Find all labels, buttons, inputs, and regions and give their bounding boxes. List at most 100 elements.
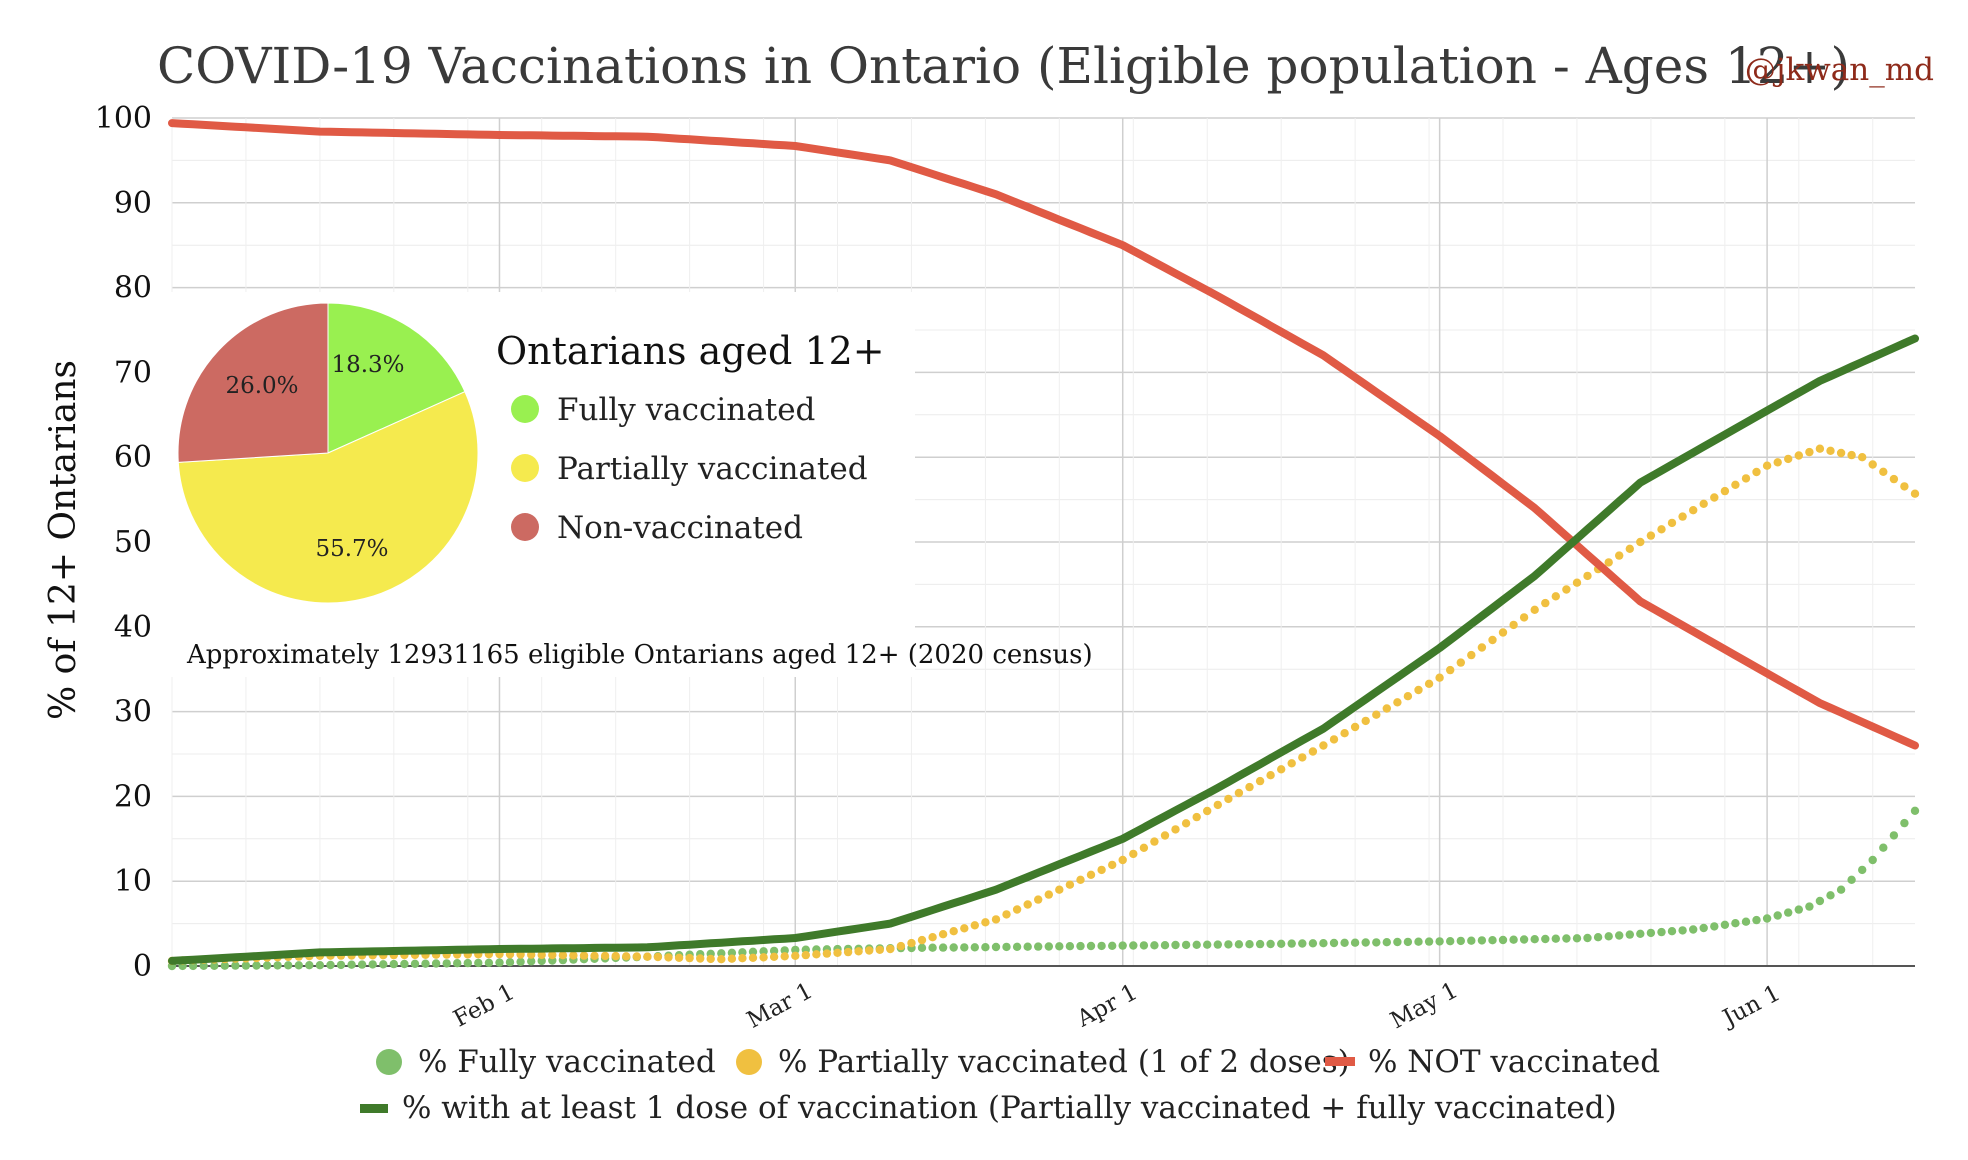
- series-point: [421, 959, 430, 968]
- series-point: [1699, 923, 1708, 933]
- series-point: [1277, 939, 1286, 948]
- series-point: [315, 961, 325, 970]
- series-point: [294, 961, 303, 970]
- series-point: [1266, 939, 1275, 949]
- series-point: [1192, 940, 1201, 949]
- series-point: [1224, 794, 1233, 804]
- series-point: [1519, 935, 1529, 944]
- series-point: [1350, 938, 1360, 947]
- pie-slice-label: 55.7%: [315, 536, 388, 562]
- inset-legend-swatch: [511, 513, 539, 541]
- series-point: [991, 942, 1001, 952]
- x-tick-label: Mar 1: [743, 978, 817, 1034]
- series-point: [1266, 771, 1275, 780]
- series-point: [1255, 776, 1265, 786]
- inset-legend-label: Non-vaccinated: [557, 510, 803, 546]
- series-point: [1699, 499, 1708, 508]
- series-point: [812, 950, 821, 959]
- series-point: [400, 959, 409, 969]
- series-point: [1477, 936, 1487, 945]
- series-point: [1826, 891, 1835, 900]
- legend-swatch: [736, 1049, 762, 1075]
- inset-legend-label: Fully vaccinated: [557, 392, 815, 428]
- series-point: [1710, 493, 1719, 502]
- series-point: [495, 958, 504, 967]
- series-point: [1403, 692, 1413, 701]
- pie-chart: 18.3% 55.7% 26.0%: [177, 302, 479, 604]
- series-point: [1044, 942, 1054, 951]
- series-point: [1467, 650, 1476, 660]
- series-point: [1741, 917, 1751, 926]
- series-point: [1023, 942, 1032, 951]
- series-point: [1646, 531, 1656, 540]
- series-point: [1086, 870, 1096, 879]
- series-point: [1784, 454, 1793, 464]
- series-point: [1562, 585, 1571, 594]
- series-point: [1234, 788, 1244, 798]
- series-point: [347, 960, 356, 969]
- series-point: [1298, 939, 1307, 948]
- series-point: [1076, 875, 1085, 884]
- series-point: [822, 949, 832, 958]
- inset-legend-swatch: [511, 454, 539, 482]
- series-point: [833, 948, 842, 957]
- series-point: [1424, 679, 1434, 688]
- series-point: [558, 951, 568, 960]
- series-point: [748, 947, 758, 956]
- series-point: [1593, 933, 1603, 942]
- series-point: [1171, 825, 1180, 834]
- series-point: [1636, 929, 1645, 938]
- series-point: [1150, 941, 1159, 950]
- series-point: [1667, 518, 1677, 528]
- series-point: [801, 950, 810, 960]
- series-point: [1562, 934, 1571, 943]
- series-point: [537, 950, 546, 960]
- series-point: [843, 947, 853, 957]
- x-tick-label: Feb 1: [449, 979, 519, 1032]
- series-point: [484, 958, 494, 967]
- series-point: [1023, 900, 1032, 909]
- series-point: [368, 960, 377, 969]
- series-point: [960, 943, 969, 952]
- x-tick-label: Jun 1: [1717, 980, 1785, 1032]
- series-point: [1097, 865, 1106, 875]
- y-tick-label: 30: [114, 695, 152, 730]
- series-point: [981, 918, 990, 927]
- y-tick-label: 10: [114, 864, 152, 899]
- series-point: [1488, 936, 1497, 945]
- series-point: [1361, 716, 1370, 726]
- y-tick-label: 80: [114, 271, 152, 306]
- series-point: [1889, 474, 1899, 484]
- series-point: [928, 933, 937, 942]
- series-point: [1065, 942, 1075, 951]
- series-point: [1171, 940, 1180, 950]
- series-point: [326, 960, 335, 970]
- series-point: [231, 961, 240, 970]
- inset-title: Ontarians aged 12+: [496, 329, 885, 373]
- x-tick-label: May 1: [1386, 977, 1462, 1034]
- series-point: [1551, 934, 1561, 943]
- series-point: [1467, 936, 1476, 945]
- series-point: [1224, 940, 1233, 949]
- series-point: [1773, 911, 1782, 920]
- series-point: [1129, 941, 1138, 950]
- legend-swatch: [376, 1049, 402, 1075]
- series-point: [1393, 698, 1402, 707]
- series-point: [1086, 941, 1096, 951]
- series-point: [949, 927, 958, 936]
- series-point: [1741, 474, 1751, 483]
- series-point: [1319, 939, 1328, 948]
- series-point: [1076, 941, 1085, 951]
- series-point: [1794, 905, 1804, 914]
- series-point: [738, 948, 747, 957]
- y-tick-label: 0: [133, 949, 152, 984]
- series-point: [1836, 448, 1846, 458]
- series-point: [907, 938, 916, 948]
- series-point: [548, 950, 557, 960]
- series-point: [1108, 941, 1117, 950]
- series-point: [537, 956, 546, 966]
- series-point: [1530, 935, 1539, 944]
- legend-label: % with at least 1 dose of vaccination (P…: [402, 1090, 1617, 1126]
- series-point: [273, 961, 282, 970]
- series-point: [600, 951, 610, 961]
